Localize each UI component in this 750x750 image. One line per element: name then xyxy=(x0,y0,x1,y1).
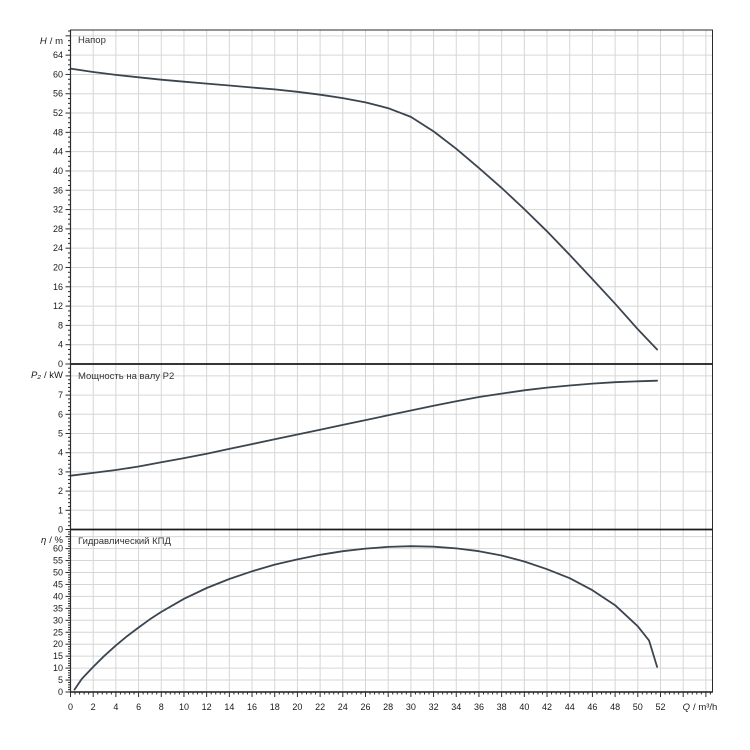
y-tick-label: 8 xyxy=(58,320,63,330)
x-tick-label: 10 xyxy=(179,702,189,712)
y-tick-label: 10 xyxy=(53,663,63,673)
x-tick-label: 44 xyxy=(565,702,575,712)
y-tick-label: 60 xyxy=(53,69,63,79)
x-tick-label: 16 xyxy=(247,702,257,712)
y-tick-label: 60 xyxy=(53,544,63,554)
efficiency-panel-title: Гидравлический КПД xyxy=(78,536,171,547)
x-tick-label: 52 xyxy=(655,702,665,712)
x-tick-label: 18 xyxy=(270,702,280,712)
power-panel-title: Мощность на валу P2 xyxy=(78,371,174,382)
x-tick-label: 0 xyxy=(68,702,73,712)
x-tick-label: 22 xyxy=(315,702,325,712)
power-axis-var: P₂ xyxy=(31,370,41,381)
x-axis-label: Q / m³/h xyxy=(683,702,718,713)
x-tick-label: 32 xyxy=(429,702,439,712)
x-tick-label: 42 xyxy=(542,702,552,712)
x-tick-label: 2 xyxy=(91,702,96,712)
power-axis-unit: / kW xyxy=(44,370,63,381)
x-tick-label: 28 xyxy=(383,702,393,712)
y-tick-label: 0 xyxy=(58,687,63,697)
x-tick-label: 46 xyxy=(587,702,597,712)
y-tick-label: 20 xyxy=(53,262,63,272)
y-tick-label: 20 xyxy=(53,639,63,649)
y-tick-label: 7 xyxy=(58,390,63,400)
x-tick-label: 36 xyxy=(474,702,484,712)
y-tick-label: 44 xyxy=(53,147,63,157)
y-tick-label: 5 xyxy=(58,429,63,439)
y-tick-label: 50 xyxy=(53,568,63,578)
gridlines xyxy=(70,30,713,692)
head-panel-title: Напор xyxy=(78,35,106,46)
y-tick-label: 32 xyxy=(53,205,63,215)
y-tick-label: 4 xyxy=(58,448,63,458)
x-tick-label: 48 xyxy=(610,702,620,712)
y-tick-label: 40 xyxy=(53,591,63,601)
y-tick-label: 1 xyxy=(58,505,63,515)
x-tick-label: 8 xyxy=(159,702,164,712)
x-tick-label: 24 xyxy=(338,702,348,712)
x-axis-var: Q xyxy=(683,702,691,713)
y-tick-label: 15 xyxy=(53,651,63,661)
y-tick-label: 6 xyxy=(58,409,63,419)
y-tick-label: 45 xyxy=(53,579,63,589)
x-tick-label: 12 xyxy=(202,702,212,712)
efficiency-axis-var: η xyxy=(41,535,46,546)
efficiency-axis-label: η / % xyxy=(41,535,64,546)
y-tick-label: 3 xyxy=(58,467,63,477)
head-axis-var: H xyxy=(40,36,47,47)
curve-efficiency xyxy=(73,545,658,691)
x-tick-label: 26 xyxy=(360,702,370,712)
plot-border xyxy=(70,29,713,693)
x-tick-label: 4 xyxy=(113,702,118,712)
head-axis-label: H / m xyxy=(40,36,63,47)
y-tick-label: 28 xyxy=(53,224,63,234)
axis-ticks xyxy=(65,30,711,697)
y-tick-label: 36 xyxy=(53,185,63,195)
y-tick-label: 35 xyxy=(53,603,63,613)
efficiency-axis-unit: / % xyxy=(49,535,63,546)
power-axis-label: P₂ / kW xyxy=(31,370,63,381)
y-tick-label: 30 xyxy=(53,615,63,625)
x-tick-label: 34 xyxy=(451,702,461,712)
curves xyxy=(69,67,658,691)
y-tick-label: 40 xyxy=(53,166,63,176)
curve-power xyxy=(69,379,658,477)
x-tick-label: 20 xyxy=(292,702,302,712)
y-tick-label: 55 xyxy=(53,556,63,566)
x-tick-label: 40 xyxy=(519,702,529,712)
x-tick-label: 30 xyxy=(406,702,416,712)
y-tick-label: 4 xyxy=(58,340,63,350)
y-tick-label: 52 xyxy=(53,108,63,118)
y-tick-label: 0 xyxy=(58,359,63,369)
y-tick-label: 0 xyxy=(58,525,63,535)
x-tick-label: 50 xyxy=(633,702,643,712)
y-tick-label: 48 xyxy=(53,127,63,137)
head-axis-unit: / m xyxy=(50,36,63,47)
plot-frame xyxy=(69,29,713,693)
y-tick-label: 64 xyxy=(53,50,63,60)
x-tick-label: 6 xyxy=(136,702,141,712)
y-tick-label: 24 xyxy=(53,243,63,253)
curve-head xyxy=(69,67,658,351)
y-tick-label: 16 xyxy=(53,282,63,292)
y-tick-label: 2 xyxy=(58,486,63,496)
x-tick-label: 38 xyxy=(497,702,507,712)
y-tick-label: 56 xyxy=(53,89,63,99)
x-axis-unit: / m³/h xyxy=(693,702,717,713)
x-tick-label: 14 xyxy=(224,702,234,712)
y-tick-label: 12 xyxy=(53,301,63,311)
y-tick-label: 25 xyxy=(53,627,63,637)
y-tick-label: 5 xyxy=(58,675,63,685)
tick-labels: 0481216202428323640444852566064012345670… xyxy=(53,50,666,712)
